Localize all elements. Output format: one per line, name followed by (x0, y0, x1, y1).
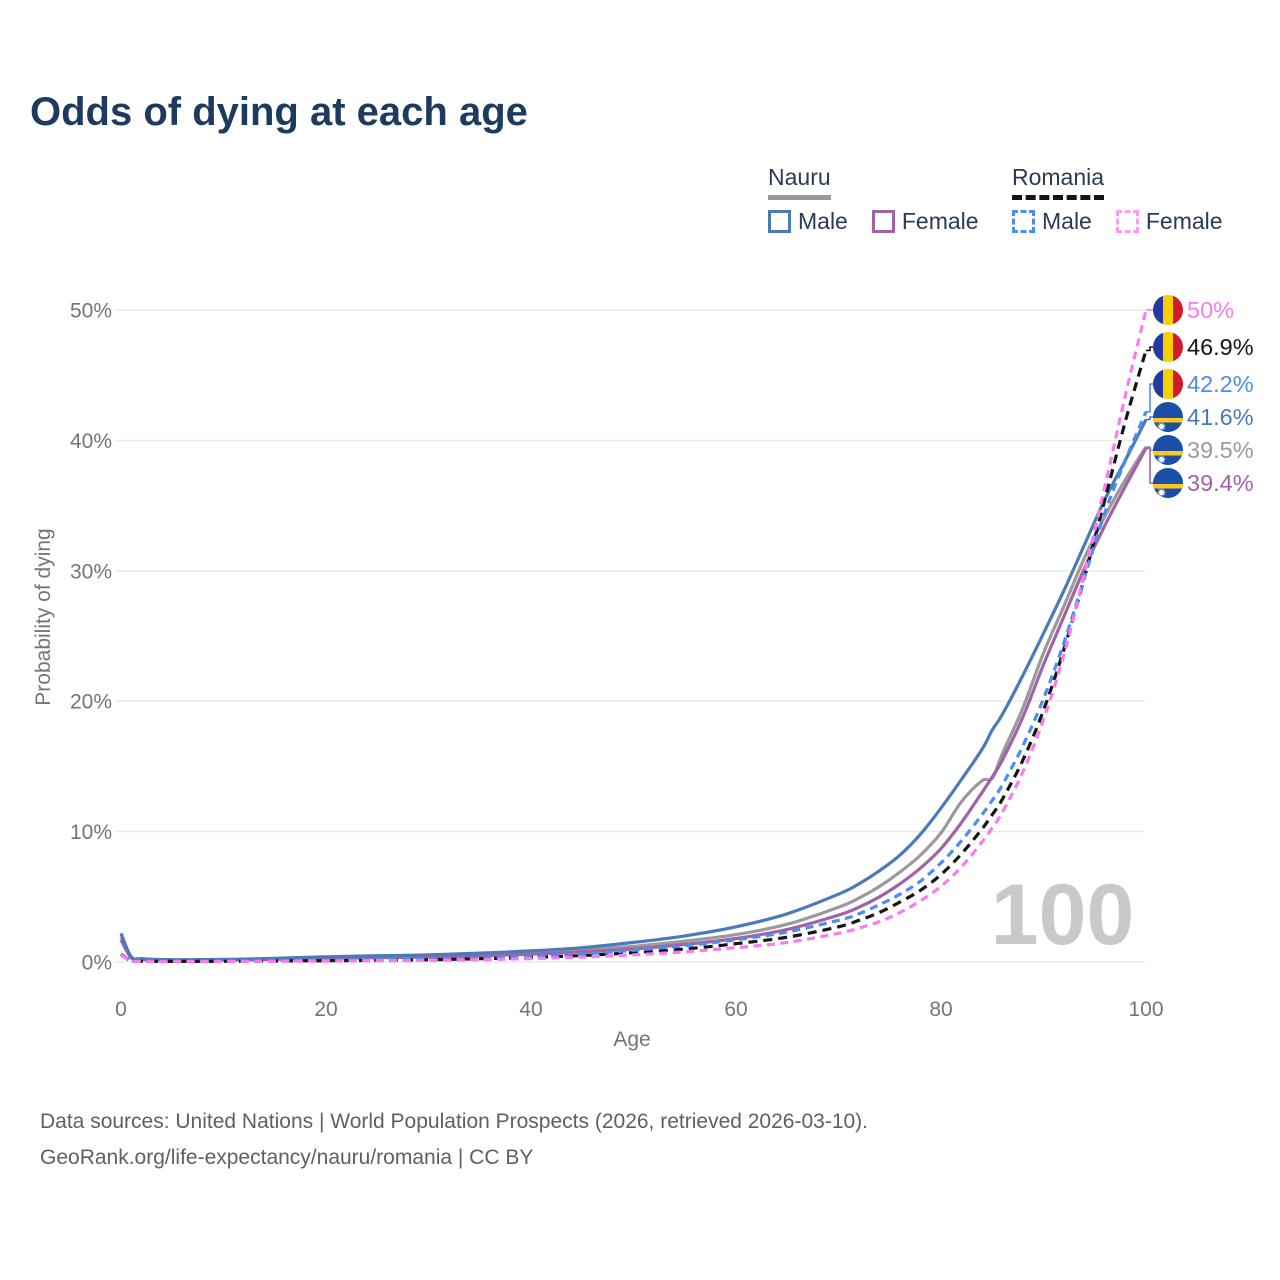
nauru-both-sexes-line-swatch (768, 195, 831, 200)
romania-flag-icon (1153, 295, 1183, 325)
footer: Data sources: United Nations | World Pop… (40, 1104, 868, 1176)
end-value-label: 50% (1187, 297, 1234, 323)
x-tick-label: 20 (314, 998, 337, 1021)
legend-item-nauru-female[interactable]: Female (871, 208, 979, 235)
line-romania-both (120, 349, 1148, 964)
nauru-flag-icon (1153, 435, 1183, 465)
legend-nauru-items: Male Female (768, 208, 979, 235)
legend-nauru-label: Nauru (768, 164, 831, 190)
end-label-connector (1146, 447, 1153, 484)
legend-item-label: Female (1145, 208, 1223, 234)
y-tick-label: 40% (70, 430, 112, 453)
legend-item-nauru-male[interactable]: Male (768, 208, 848, 235)
attribution-link[interactable]: GeoRank.org/life-expectancy/nauru/romani… (40, 1146, 534, 1169)
romania-both-sexes-line-swatch (1012, 195, 1105, 200)
legend-item-label: Male (1042, 208, 1092, 234)
x-tick-label: 60 (724, 998, 747, 1021)
legend-item-label: Male (798, 208, 848, 234)
nauru-female-swatch (871, 210, 895, 233)
legend-item-romania-female[interactable]: Female (1115, 208, 1223, 235)
line-nauru-male (119, 418, 1148, 962)
end-value-label: 39.5% (1187, 437, 1254, 463)
x-tick-label: 0 (115, 998, 127, 1021)
legend-romania-heading[interactable]: Romania (1012, 164, 1105, 200)
y-tick-label: 10% (70, 821, 112, 844)
romania-flag-icon (1153, 369, 1183, 399)
y-tick-label: 0% (82, 952, 112, 975)
x-tick-label: 80 (929, 998, 952, 1021)
romania-female-swatch (1115, 210, 1139, 233)
legend-group-romania: Romania Male Female (1012, 164, 1223, 235)
x-tick-label: 40 (519, 998, 542, 1021)
line-romania-female (120, 309, 1148, 964)
end-value-label: 42.2% (1187, 371, 1254, 397)
legend-group-nauru: Nauru Male Female (768, 164, 979, 235)
legend-item-romania-male[interactable]: Male (1012, 208, 1092, 235)
end-value-label: 46.9% (1187, 334, 1254, 360)
romania-male-swatch (1012, 210, 1035, 233)
nauru-male-swatch (768, 210, 791, 233)
nauru-flag-icon (1153, 402, 1183, 432)
y-tick-label: 50% (70, 300, 112, 323)
data-sources-line: Data sources: United Nations | World Pop… (40, 1110, 869, 1133)
y-tick-label: 30% (70, 560, 112, 583)
end-label-connector (1146, 346, 1153, 352)
end-label-connector (1146, 383, 1153, 413)
legend-item-label: Female (901, 208, 979, 234)
nauru-flag-icon (1153, 468, 1183, 498)
page-title: Odds of dying at each age (30, 90, 528, 134)
age-counter-watermark: 100 (990, 867, 1135, 963)
legend-romania-items: Male Female (1012, 208, 1223, 235)
y-axis-title: Probability of dying (32, 528, 55, 706)
end-value-label: 39.4% (1187, 470, 1254, 496)
x-tick-label: 100 (1128, 998, 1163, 1021)
x-axis-title: Age (613, 1028, 651, 1051)
legend-nauru-heading[interactable]: Nauru (768, 164, 831, 200)
line-nauru-both (119, 446, 1148, 962)
end-label-connector (1146, 416, 1153, 421)
romania-flag-icon (1153, 332, 1183, 362)
line-nauru-female (119, 447, 1148, 962)
line-romania-male (120, 411, 1148, 963)
legend-romania-label: Romania (1012, 164, 1105, 190)
y-tick-label: 20% (70, 691, 112, 714)
end-value-label: 41.6% (1187, 404, 1254, 430)
